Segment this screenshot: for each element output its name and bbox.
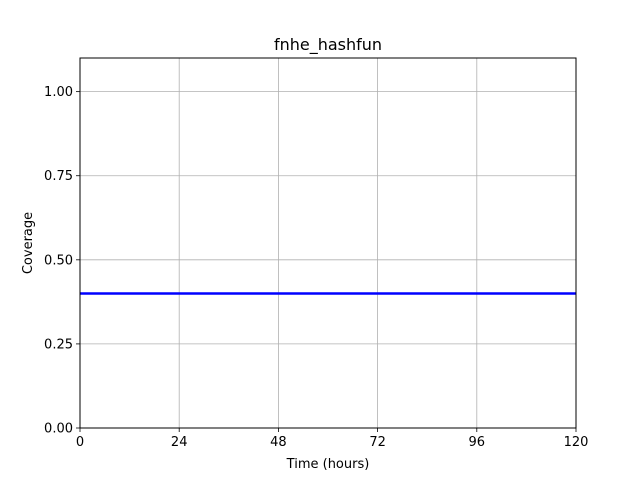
y-tick-label: 0.25 [44, 337, 73, 352]
x-tick-label: 48 [270, 435, 287, 450]
y-tick-label: 0.50 [44, 253, 73, 268]
x-axis-label: Time (hours) [286, 457, 370, 472]
x-tick-label: 120 [564, 435, 589, 450]
plot-frame [79, 57, 577, 429]
ticks: 0 24 48 72 96 120 0.00 0.25 0.50 0.75 1.00 [44, 85, 588, 450]
y-tick-label: 0.00 [44, 422, 73, 437]
x-tick-label: 0 [76, 435, 84, 450]
y-tick-label: 1.00 [44, 85, 73, 100]
y-axis-label: Coverage [21, 212, 36, 274]
x-tick-label: 96 [469, 435, 486, 450]
x-tick-label: 72 [369, 435, 386, 450]
chart-title: fnhe_hashfun [274, 35, 382, 55]
y-tick-label: 0.75 [44, 169, 73, 184]
x-tick-label: 24 [171, 435, 188, 450]
